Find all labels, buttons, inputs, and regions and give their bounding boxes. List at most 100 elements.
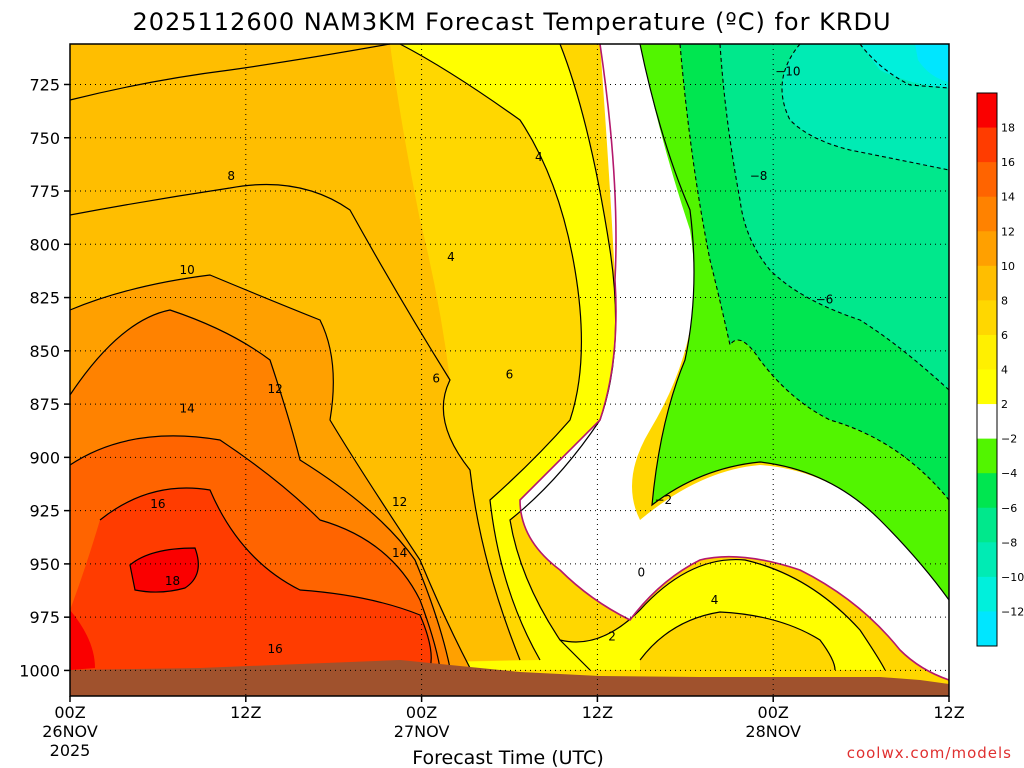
x-tick-label: 12Z — [230, 703, 261, 722]
chart-title: 2025112600 NAM3KM Forecast Temperature (… — [132, 8, 891, 36]
colorbar-swatch — [977, 231, 997, 267]
colorbar-tick-label: 6 — [1001, 329, 1008, 342]
y-tick-label: 950 — [29, 555, 60, 574]
contour-label: 4 — [535, 150, 543, 164]
x-tick-label: 12Z — [933, 703, 964, 722]
contour-label: 6 — [432, 372, 440, 386]
contour-label: 0 — [638, 565, 646, 579]
colorbar-swatch — [977, 438, 997, 474]
region-low-gold — [640, 612, 835, 670]
contour-line-neg2 — [639, 43, 950, 601]
colorbar-tick-label: 12 — [1001, 225, 1015, 238]
colorbar-swatch — [977, 404, 997, 440]
region-red-16-18 — [70, 488, 432, 670]
x-tick-label: 26NOV — [42, 722, 98, 741]
region-near-zero — [520, 44, 949, 680]
y-tick-label: 925 — [29, 502, 60, 521]
y-tick-label: 875 — [29, 395, 60, 414]
contour-label: 4 — [447, 250, 455, 264]
contour-label: 18 — [165, 574, 180, 588]
x-tick-label: 00Z — [406, 703, 437, 722]
colorbar: 18 16 14 12 10 8 6 4 2 −2 −4 −6 −8 −10 −12 — [976, 92, 1024, 647]
ground-terrain — [70, 660, 949, 696]
contour-line-18 — [129, 547, 199, 593]
x-axis-label: Forecast Time (UTC) — [412, 747, 603, 768]
x-tick-label: 27NOV — [394, 722, 450, 741]
contour-line-4-low — [639, 611, 836, 671]
negative-contours — [679, 43, 950, 501]
colorbar-swatch — [977, 507, 997, 543]
contour-label: 16 — [150, 497, 165, 511]
colorbar-tick-label: 16 — [1001, 156, 1015, 169]
contour-label: −2 — [654, 493, 672, 507]
colorbar-swatch — [977, 576, 997, 612]
contour-label: −10 — [775, 65, 800, 79]
y-tick-label: 725 — [29, 75, 60, 94]
colorbar-tick-label: −10 — [1001, 571, 1024, 584]
contour-line-6 — [399, 43, 582, 661]
contour-label: 14 — [180, 401, 195, 415]
contour-line-8 — [69, 43, 391, 101]
colorbar-swatch — [977, 369, 997, 405]
contour-line-neg8 — [781, 43, 950, 171]
colorbar-swatch — [977, 265, 997, 301]
x-tick-label: 2025 — [50, 741, 91, 760]
region-cyan-12 — [915, 44, 949, 82]
colorbar-tick-label: 10 — [1001, 260, 1015, 273]
contour-label: 12 — [267, 382, 282, 396]
colorbar-swatch — [977, 542, 997, 578]
region-red-18 — [130, 548, 199, 593]
y-tick-label: 900 — [29, 448, 60, 467]
colorbar-tick-label: 8 — [1001, 294, 1008, 307]
contour-line-neg10 — [859, 43, 950, 89]
colorbar-swatch — [977, 300, 997, 336]
x-tick-label: 28NOV — [745, 722, 801, 741]
colorbar-frame — [976, 92, 998, 647]
colorbar-tick-label: 2 — [1001, 398, 1008, 411]
contour-label: 12 — [392, 495, 407, 509]
x-tick-label: 00Z — [54, 703, 85, 722]
colorbar-tick-label: −2 — [1001, 433, 1017, 446]
contour-line-10 — [69, 274, 471, 669]
plot-frame — [69, 43, 950, 697]
contour-line-zero — [519, 43, 950, 681]
y-tick-label: 800 — [29, 235, 60, 254]
y-tick-label: 1000 — [19, 661, 60, 680]
y-axis: 725 750 775 800 825 850 875 900 925 950 975 1000 — [19, 75, 70, 680]
y-tick-label: 850 — [29, 342, 60, 361]
colorbar-swatch — [977, 611, 997, 647]
plot-area — [69, 43, 950, 697]
colorbar-swatch — [977, 93, 997, 129]
contour-line-neg6 — [719, 43, 950, 391]
contour-line-16 — [99, 487, 432, 669]
contour-label: −8 — [750, 169, 768, 183]
y-tick-label: 775 — [29, 182, 60, 201]
contour-label: 10 — [180, 263, 195, 277]
contour-label: 8 — [227, 169, 235, 183]
y-tick-label: 975 — [29, 608, 60, 627]
contour-label: −6 — [816, 293, 834, 307]
colorbar-swatch — [977, 473, 997, 509]
contour-label: 2 — [608, 629, 616, 643]
colorbar-tick-label: −8 — [1001, 536, 1017, 549]
credit-link[interactable]: coolwx.com/models — [847, 744, 1012, 762]
contour-line-2 — [559, 558, 886, 671]
x-tick-label: 00Z — [758, 703, 789, 722]
colorbar-swatch — [977, 127, 997, 163]
grid-lines — [70, 44, 949, 696]
colorbar-swatch — [977, 162, 997, 198]
contour-line-14 — [69, 435, 441, 669]
contour-labels: 18 16 16 14 14 12 12 10 8 6 6 4 4 4 2 0 −2 −6 −8 −10 — [150, 65, 833, 656]
contour-label: 14 — [392, 546, 407, 560]
y-tick-label: 750 — [29, 129, 60, 148]
colorbar-tick-label: 18 — [1001, 122, 1015, 135]
colorbar-tick-label: −6 — [1001, 502, 1017, 515]
contour-line-12 — [69, 309, 451, 669]
colorbar-tick-label: 14 — [1001, 191, 1015, 204]
colorbar-tick-label: 4 — [1001, 364, 1008, 377]
y-tick-label: 825 — [29, 289, 60, 308]
contour-label: 4 — [711, 593, 719, 607]
colorbar-tick-label: −4 — [1001, 467, 1017, 480]
